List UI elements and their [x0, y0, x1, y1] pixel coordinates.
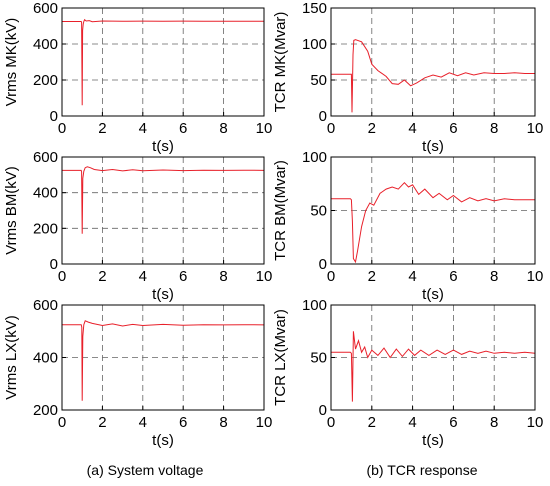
plot-frame [61, 7, 265, 117]
x-tick-label: 6 [179, 268, 187, 285]
x-tick-label: 0 [58, 120, 66, 137]
y-axis-label: Vrms LX(kV) [3, 315, 20, 399]
x-tick-label: 10 [527, 414, 544, 431]
x-tick-label: 6 [449, 120, 457, 137]
y-tick-label: 0 [319, 108, 327, 125]
x-axis-label: t(s) [422, 138, 444, 155]
y-tick-label: 400 [33, 36, 58, 53]
x-tick-label: 2 [368, 120, 376, 137]
y-axis-label: Vrms MK(kV) [3, 18, 20, 107]
x-axis-label: t(s) [152, 138, 174, 155]
panel-a3: 0 2 4 6 8 10 200 400 600 t(s) Vrms LX(kV) [3, 297, 272, 449]
y-tick-label: 600 [33, 0, 58, 17]
x-tick-label: 10 [256, 120, 273, 137]
y-axis-label: Vrms BM(kV) [3, 166, 20, 255]
x-axis-label: t(s) [422, 432, 444, 449]
series-line-b1 [331, 39, 535, 113]
x-tick-label: 10 [527, 120, 544, 137]
x-tick-label: 8 [490, 268, 498, 285]
x-tick-label: 8 [490, 120, 498, 137]
y-tick-label: 400 [33, 185, 58, 202]
panel-a2: 0 2 4 6 8 10 0 200 400 600 t(s) Vrms BM(kV) [3, 149, 272, 303]
x-tick-label: 8 [219, 268, 227, 285]
x-tick-label: 0 [327, 120, 335, 137]
y-tick-label: 0 [319, 256, 327, 273]
y-tick-label: 0 [50, 256, 58, 273]
y-tick-label: 200 [33, 402, 58, 419]
y-tick-label: 0 [50, 108, 58, 125]
y-tick-label: 600 [33, 149, 58, 166]
x-tick-label: 4 [408, 414, 416, 431]
x-tick-label: 10 [256, 414, 273, 431]
plot-frame [61, 156, 265, 265]
series-line-b2 [331, 181, 535, 264]
x-tick-label: 0 [327, 268, 335, 285]
x-axis-label: t(s) [152, 286, 174, 303]
x-tick-label: 0 [58, 414, 66, 431]
x-tick-label: 2 [98, 414, 106, 431]
y-tick-label: 50 [310, 203, 327, 220]
x-tick-label: 2 [98, 120, 106, 137]
x-tick-label: 4 [408, 120, 416, 137]
x-tick-label: 6 [449, 414, 457, 431]
y-axis-label: TCR LX(Mvar) [272, 309, 289, 406]
y-tick-label: 100 [302, 297, 327, 314]
x-tick-label: 6 [179, 120, 187, 137]
x-tick-label: 4 [139, 414, 147, 431]
x-tick-label: 4 [408, 268, 416, 285]
x-tick-label: 10 [527, 268, 544, 285]
x-tick-label: 4 [139, 120, 147, 137]
panel-a1: 0 2 4 6 8 10 0 200 400 600 t(s) Vrms MK(kV) [3, 0, 272, 155]
x-tick-label: 8 [219, 414, 227, 431]
series-line-b3 [331, 331, 536, 402]
series-line-a1 [62, 18, 264, 106]
x-tick-label: 10 [256, 268, 273, 285]
x-tick-label: 6 [179, 414, 187, 431]
series-line-a3 [62, 320, 265, 401]
y-tick-label: 100 [302, 149, 327, 166]
x-tick-label: 2 [368, 414, 376, 431]
y-tick-label: 50 [310, 72, 327, 89]
series-line-a2 [62, 166, 265, 234]
y-tick-label: 150 [302, 0, 327, 17]
y-axis-label: TCR MK(Mvar) [272, 12, 289, 113]
x-tick-label: 2 [368, 268, 376, 285]
x-tick-label: 8 [219, 120, 227, 137]
x-tick-label: 8 [490, 414, 498, 431]
y-tick-label: 0 [319, 402, 327, 419]
x-axis-label: t(s) [422, 286, 444, 303]
caption-system-voltage: (a) System voltage [87, 462, 204, 478]
y-axis-label: TCR BM(Mvar) [272, 160, 289, 261]
x-tick-label: 2 [98, 268, 106, 285]
x-tick-label: 0 [327, 414, 335, 431]
x-axis-label: t(s) [152, 432, 174, 449]
x-tick-label: 4 [139, 268, 147, 285]
x-tick-label: 0 [58, 268, 66, 285]
y-tick-label: 600 [33, 297, 58, 314]
caption-tcr-response: (b) TCR response [366, 462, 477, 478]
y-tick-label: 100 [302, 36, 327, 53]
y-tick-label: 200 [33, 72, 58, 89]
y-tick-label: 200 [33, 220, 58, 237]
y-tick-label: 50 [310, 350, 327, 367]
plot-frame [330, 7, 536, 117]
y-tick-label: 400 [33, 350, 58, 367]
x-tick-label: 6 [449, 268, 457, 285]
